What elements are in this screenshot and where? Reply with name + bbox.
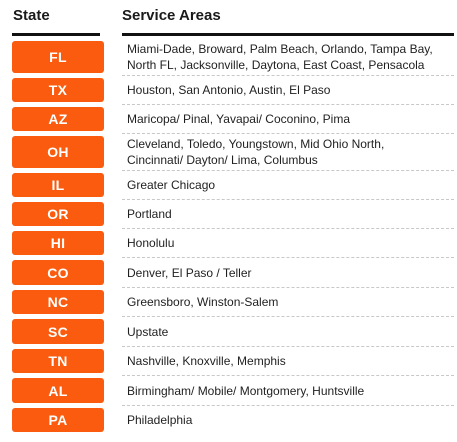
state-column-header: State xyxy=(13,7,50,24)
service-areas-line: Greater Chicago xyxy=(127,178,216,192)
service-areas-cell: Maricopa/ Pinal, Yavapai/ Coconino, Pima xyxy=(122,111,350,127)
state-badge: NC xyxy=(12,290,104,314)
state-badge: CO xyxy=(12,260,104,285)
service-areas-line: Houston, San Antonio, Austin, El Paso xyxy=(127,83,331,97)
table-body: FL Miami-Dade, Broward, Palm Beach, Orla… xyxy=(0,39,457,434)
service-areas-cell: Upstate xyxy=(122,324,168,340)
service-areas-cell: Birmingham/ Mobile/ Montgomery, Huntsvil… xyxy=(122,383,364,399)
service-areas-line: Portland xyxy=(127,207,172,221)
service-areas-line: North FL, Jacksonville, Daytona, East Co… xyxy=(127,58,425,72)
service-areas-line: Denver, El Paso / Teller xyxy=(127,265,252,280)
state-badge: AL xyxy=(12,378,104,403)
service-areas-line: Cincinnati/ Dayton/ Lima, Columbus xyxy=(127,153,318,167)
table-row: PA Philadelphia xyxy=(12,406,454,434)
table-row: FL Miami-Dade, Broward, Palm Beach, Orla… xyxy=(12,39,454,76)
table-row: IL Greater Chicago xyxy=(12,171,454,200)
service-areas-line: Birmingham/ Mobile/ Montgomery, Huntsvil… xyxy=(127,383,365,398)
service-areas-line: Philadelphia xyxy=(127,413,193,427)
state-badge: IL xyxy=(12,173,104,197)
service-areas-cell: Nashville, Knoxville, Memphis xyxy=(122,353,286,369)
service-areas-cell: Portland xyxy=(122,206,172,222)
table-row: OR Portland xyxy=(12,200,454,229)
header-rule-state xyxy=(12,33,100,36)
service-areas-cell: Houston, San Antonio, Austin, El Paso xyxy=(122,82,330,98)
state-badge: FL xyxy=(12,41,104,73)
state-badge: TN xyxy=(12,349,104,373)
service-areas-cell: Denver, El Paso / Teller xyxy=(122,265,252,281)
service-areas-line: Greensboro, Winston-Salem xyxy=(127,295,279,309)
service-areas-line: Honolulu xyxy=(127,236,175,250)
service-areas-column-header: Service Areas xyxy=(122,7,221,24)
state-badge: SC xyxy=(12,319,104,344)
state-badge: TX xyxy=(12,78,104,102)
table-row: TN Nashville, Knoxville, Memphis xyxy=(12,347,454,376)
service-areas-line: Maricopa/ Pinal, Yavapai/ Coconino, Pima xyxy=(127,112,351,126)
service-areas-cell: Philadelphia xyxy=(122,412,192,428)
header-rule-areas xyxy=(122,33,454,36)
service-areas-line: Miami-Dade, Broward, Palm Beach, Orlando… xyxy=(127,42,433,56)
service-areas-cell: Honolulu xyxy=(122,235,174,251)
table-row: TX Houston, San Antonio, Austin, El Paso xyxy=(12,76,454,105)
state-badge: OH xyxy=(12,136,104,168)
service-areas-cell: Greater Chicago xyxy=(122,177,215,193)
table-header: State Service Areas xyxy=(0,0,457,38)
service-areas-cell: Miami-Dade, Broward, Palm Beach, Orlando… xyxy=(122,41,433,73)
service-areas-table: State Service Areas FL Miami-Dade, Browa… xyxy=(0,0,457,432)
table-row: AZ Maricopa/ Pinal, Yavapai/ Coconino, P… xyxy=(12,105,454,134)
service-areas-cell: Cleveland, Toledo, Youngstown, Mid Ohio … xyxy=(122,136,384,168)
service-areas-cell: Greensboro, Winston-Salem xyxy=(122,294,278,310)
state-badge: PA xyxy=(12,408,104,432)
table-row: CO Denver, El Paso / Teller xyxy=(12,258,454,288)
service-areas-line: Upstate xyxy=(127,324,169,339)
table-row: OH Cleveland, Toledo, Youngstown, Mid Oh… xyxy=(12,134,454,171)
table-row: AL Birmingham/ Mobile/ Montgomery, Hunts… xyxy=(12,376,454,406)
state-badge: OR xyxy=(12,202,104,226)
state-badge: HI xyxy=(12,231,104,255)
state-badge: AZ xyxy=(12,107,104,131)
table-row: HI Honolulu xyxy=(12,229,454,258)
table-row: NC Greensboro, Winston-Salem xyxy=(12,288,454,317)
service-areas-line: Nashville, Knoxville, Memphis xyxy=(127,354,286,368)
service-areas-line: Cleveland, Toledo, Youngstown, Mid Ohio … xyxy=(127,137,385,151)
table-row: SC Upstate xyxy=(12,317,454,347)
